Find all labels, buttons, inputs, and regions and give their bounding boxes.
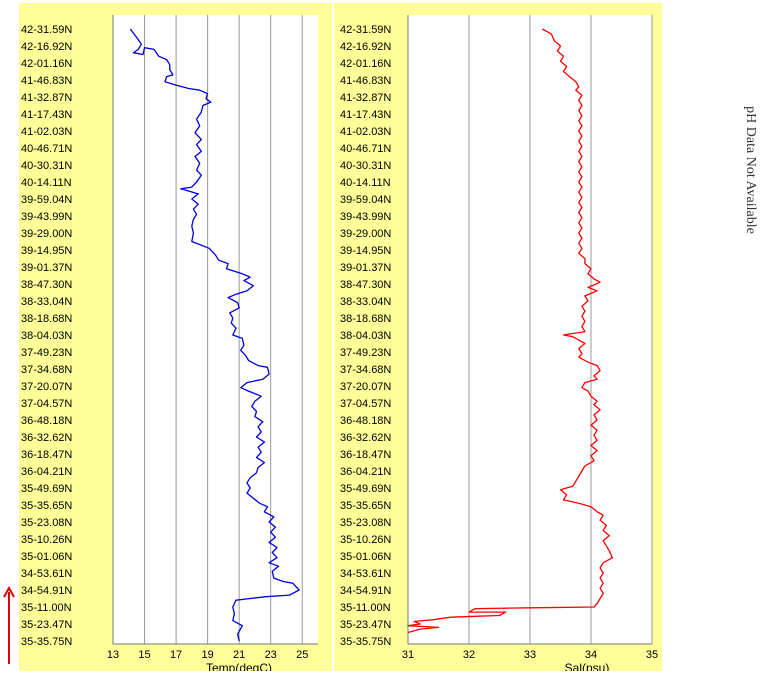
y-tick-label: 41-32.87N — [340, 92, 391, 104]
y-tick-label: 39-59.04N — [340, 194, 391, 206]
x-tick-label: 15 — [138, 649, 150, 661]
y-tick-label: 35-23.08N — [21, 517, 72, 529]
x-tick-label: 25 — [296, 649, 308, 661]
y-tick-label: 36-48.18N — [21, 415, 72, 427]
y-tick-label: 39-43.99N — [21, 211, 72, 223]
y-tick-label: 35-35.75N — [340, 636, 391, 648]
y-tick-label: 36-18.47N — [21, 449, 72, 461]
y-tick-label: 42-16.92N — [340, 41, 391, 53]
temperature-chart-panel: 13 15 17 19 21 23 25 42-31.59N 42-16.92N 42-01.16… — [19, 3, 332, 671]
y-tick-label: 41-17.43N — [340, 109, 391, 121]
y-tick-label: 36-18.47N — [340, 449, 391, 461]
y-tick-label: 41-46.83N — [21, 75, 72, 87]
x-tick-label: 13 — [107, 649, 119, 661]
x-tick-label: 17 — [170, 649, 182, 661]
y-tick-label: 40-46.71N — [21, 143, 72, 155]
y-tick-label: 34-54.91N — [340, 585, 391, 597]
y-tick-label: 34-53.61N — [21, 568, 72, 580]
y-tick-label: 40-46.71N — [340, 143, 391, 155]
temperature-chart: 13 15 17 19 21 23 25 42-31.59N 42-16.92N 42-01.16… — [21, 15, 318, 671]
y-tick-label: 42-16.92N — [21, 41, 72, 53]
y-tick-label: 35-35.65N — [21, 500, 72, 512]
y-tick-label: 35-10.26N — [340, 534, 391, 546]
x-tick-label: 34 — [585, 649, 597, 661]
salinity-chart-panel: 31 32 33 34 35 42-31.59N 42-16.92N 42-01.16N 41-… — [334, 3, 662, 671]
y-tick-label: 38-18.68N — [21, 313, 72, 325]
y-tick-label: 37-34.68N — [21, 364, 72, 376]
y-tick-label: 38-04.03N — [21, 330, 72, 342]
y-tick-label: 37-20.07N — [21, 381, 72, 393]
y-tick-label: 35-23.47N — [340, 619, 391, 631]
x-tick-label: 23 — [265, 649, 277, 661]
y-tick-label: 35-10.26N — [21, 534, 72, 546]
y-tick-label: 38-33.04N — [21, 296, 72, 308]
y-tick-label: 37-49.23N — [340, 347, 391, 359]
ph-unavailable-note: pH Data Not Available — [743, 106, 758, 234]
y-tick-label: 38-47.30N — [21, 279, 72, 291]
y-tick-label: 40-30.31N — [21, 160, 72, 172]
y-tick-label: 41-32.87N — [21, 92, 72, 104]
y-tick-label: 34-54.91N — [21, 585, 72, 597]
y-tick-label: 36-48.18N — [340, 415, 391, 427]
up-arrow-icon — [3, 585, 15, 664]
y-tick-label: 35-11.00N — [340, 602, 391, 614]
y-tick-label: 35-01.06N — [340, 551, 391, 563]
y-tick-label: 39-43.99N — [340, 211, 391, 223]
y-tick-label: 41-17.43N — [21, 109, 72, 121]
y-tick-label: 35-35.75N — [21, 636, 72, 648]
y-tick-label: 34-53.61N — [340, 568, 391, 580]
y-tick-label: 37-49.23N — [21, 347, 72, 359]
y-tick-label: 36-04.21N — [21, 466, 72, 478]
y-tick-label: 38-33.04N — [340, 296, 391, 308]
y-tick-label: 41-02.03N — [21, 126, 72, 138]
x-tick-label: 33 — [524, 649, 536, 661]
y-tick-label: 38-18.68N — [340, 313, 391, 325]
y-tick-label: 36-32.62N — [21, 432, 72, 444]
series-line — [129, 28, 300, 642]
y-tick-label: 37-34.68N — [340, 364, 391, 376]
plot-area — [113, 15, 318, 644]
x-tick-label: 35 — [646, 649, 658, 661]
y-tick-label: 39-29.00N — [340, 228, 391, 240]
y-tick-label: 40-30.31N — [340, 160, 391, 172]
salinity-chart: 31 32 33 34 35 42-31.59N 42-16.92N 42-01.16N 41-… — [340, 15, 658, 671]
y-tick-label: 39-01.37N — [21, 262, 72, 274]
y-tick-label: 35-01.06N — [21, 551, 72, 563]
y-tick-label: 36-32.62N — [340, 432, 391, 444]
y-tick-label: 39-29.00N — [21, 228, 72, 240]
y-tick-label: 39-14.95N — [340, 245, 391, 257]
y-tick-label: 35-35.65N — [340, 500, 391, 512]
x-axis-title: Sal(psu) — [565, 661, 610, 671]
y-tick-label: 42-31.59N — [340, 24, 391, 36]
y-tick-label: 42-01.16N — [340, 58, 391, 70]
x-tick-label: 21 — [233, 649, 245, 661]
x-tick-label: 19 — [201, 649, 213, 661]
x-tick-label: 31 — [402, 649, 414, 661]
y-tick-label: 35-11.00N — [21, 602, 72, 614]
y-tick-label: 37-20.07N — [340, 381, 391, 393]
x-axis-title: Temp(degC) — [206, 661, 272, 671]
x-tick-label: 32 — [463, 649, 475, 661]
y-tick-label: 41-02.03N — [340, 126, 391, 138]
y-tick-label: 39-59.04N — [21, 194, 72, 206]
y-tick-label: 42-31.59N — [21, 24, 72, 36]
y-tick-label: 41-46.83N — [340, 75, 391, 87]
y-tick-label: 35-49.69N — [21, 483, 72, 495]
y-tick-label: 37-04.57N — [21, 398, 72, 410]
y-tick-label: 40-14.11N — [21, 177, 72, 189]
y-tick-label: 40-14.11N — [340, 177, 391, 189]
y-tick-label: 35-23.47N — [21, 619, 72, 631]
y-tick-label: 35-49.69N — [340, 483, 391, 495]
y-tick-label: 38-47.30N — [340, 279, 391, 291]
series-line — [407, 28, 614, 634]
y-tick-label: 42-01.16N — [21, 58, 72, 70]
y-tick-label: 35-23.08N — [340, 517, 391, 529]
y-tick-label: 36-04.21N — [340, 466, 391, 478]
y-tick-label: 39-14.95N — [21, 245, 72, 257]
y-tick-label: 38-04.03N — [340, 330, 391, 342]
y-tick-label: 37-04.57N — [340, 398, 391, 410]
y-tick-label: 39-01.37N — [340, 262, 391, 274]
